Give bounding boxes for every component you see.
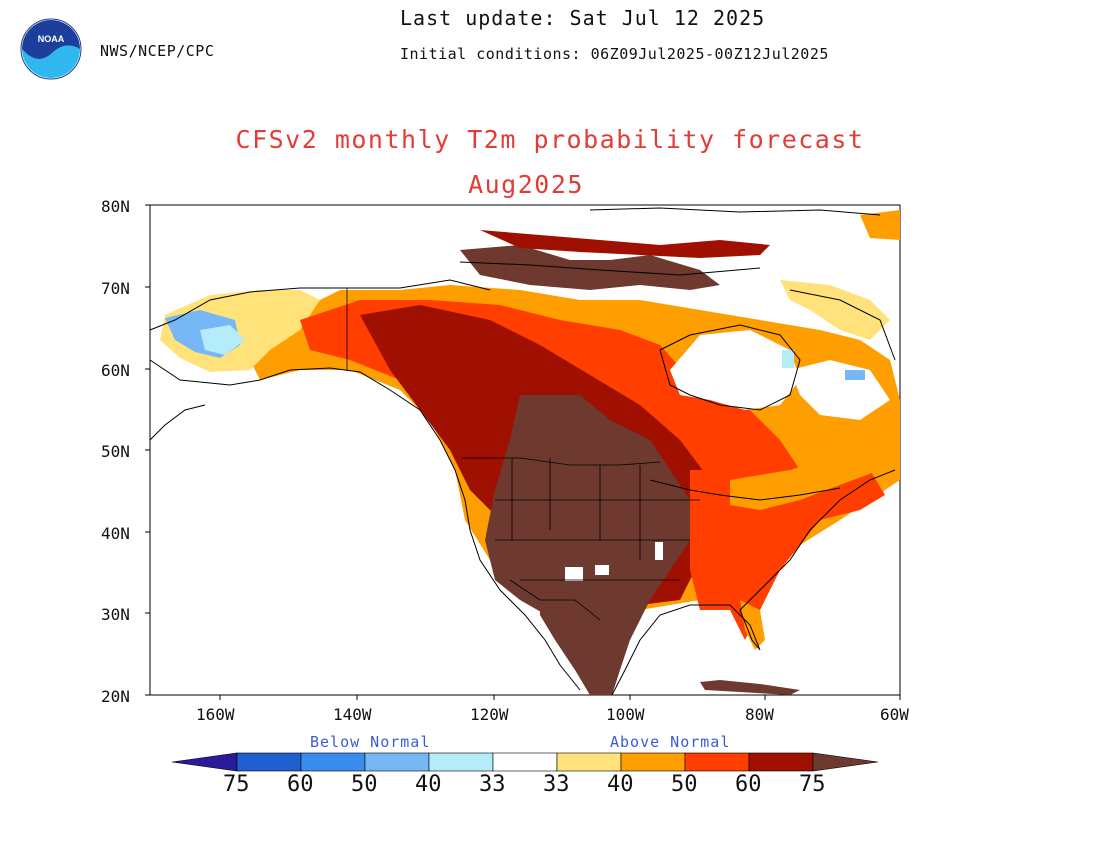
legend-below-normal-label: Below Normal bbox=[310, 733, 431, 751]
lon-label-80w: 80W bbox=[745, 705, 774, 724]
below-33-region-alaska bbox=[200, 325, 245, 355]
noaa-logo-text: NOAA bbox=[38, 34, 65, 44]
near-normal-patch-south bbox=[655, 542, 663, 560]
below-33-patch-labrador bbox=[782, 350, 794, 368]
forecast-map bbox=[145, 204, 901, 700]
legend-swatch-below-33 bbox=[428, 752, 494, 772]
near-normal-patch-sw-1 bbox=[565, 567, 583, 581]
legend-tick-50-above: 50 bbox=[671, 772, 698, 797]
above-max-region bbox=[485, 395, 690, 695]
legend-tick-75-above: 75 bbox=[799, 772, 826, 797]
lat-label-50n: 50N bbox=[101, 442, 130, 461]
legend-swatch-below-50 bbox=[300, 752, 366, 772]
above-max-cuba bbox=[700, 680, 800, 695]
axis-ticks bbox=[145, 204, 901, 700]
lat-label-70n: 70N bbox=[101, 279, 130, 298]
legend-swatch-below-75 bbox=[171, 752, 238, 772]
legend-swatch-below-40 bbox=[364, 752, 430, 772]
legend-tick-60-below: 60 bbox=[287, 772, 314, 797]
legend-tick-40-above: 40 bbox=[607, 772, 634, 797]
legend-swatch-above-33 bbox=[556, 752, 622, 772]
lon-label-100w: 100W bbox=[606, 705, 645, 724]
legend-swatch-above-75 bbox=[812, 752, 879, 772]
last-update: Last update: Sat Jul 12 2025 bbox=[400, 6, 766, 30]
above-60-region-east bbox=[690, 470, 885, 640]
lat-label-20n: 20N bbox=[101, 687, 130, 706]
above-max-mexico bbox=[540, 590, 615, 695]
below-40-patch-labrador bbox=[845, 370, 865, 380]
probability-shading bbox=[160, 210, 900, 695]
legend-swatch-above-60 bbox=[748, 752, 814, 772]
above-50-region-florida bbox=[740, 600, 765, 650]
legend-tick-33-above: 33 bbox=[543, 772, 570, 797]
legend-tick-40-below: 40 bbox=[415, 772, 442, 797]
legend-swatch-near-normal bbox=[492, 752, 558, 772]
lon-label-140w: 140W bbox=[333, 705, 372, 724]
hudson-bay bbox=[670, 330, 800, 410]
above-75-arctic bbox=[480, 230, 770, 258]
initial-conditions: Initial conditions: 06Z09Jul2025-00Z12Ju… bbox=[400, 45, 829, 63]
above-50-greenland-edge bbox=[780, 280, 890, 340]
legend-tick-60-above: 60 bbox=[735, 772, 762, 797]
political-borders bbox=[346, 288, 700, 621]
legend-swatch-below-60 bbox=[236, 752, 302, 772]
legend-colorbar bbox=[171, 752, 879, 772]
lat-label-60n: 60N bbox=[101, 361, 130, 380]
lon-label-120w: 120W bbox=[470, 705, 509, 724]
agency-label: NWS/NCEP/CPC bbox=[100, 42, 215, 60]
legend-tick-50-below: 50 bbox=[351, 772, 378, 797]
legend-tick-75-below: 75 bbox=[223, 772, 250, 797]
lat-label-80n: 80N bbox=[101, 197, 130, 216]
lat-label-40n: 40N bbox=[101, 524, 130, 543]
above-max-arctic bbox=[460, 245, 720, 290]
lat-label-30n: 30N bbox=[101, 605, 130, 624]
legend-above-normal-label: Above Normal bbox=[610, 733, 731, 751]
above-50-region-east bbox=[730, 450, 880, 510]
map-subtitle: Aug2025 bbox=[468, 170, 584, 199]
noaa-logo: NOAA bbox=[20, 18, 82, 80]
above-50-arctic-east bbox=[860, 210, 900, 240]
lon-label-60w: 60W bbox=[880, 705, 909, 724]
legend-swatch-above-40 bbox=[620, 752, 686, 772]
lon-label-160w: 160W bbox=[196, 705, 235, 724]
coastlines bbox=[149, 207, 896, 696]
legend-swatch-above-50 bbox=[684, 752, 750, 772]
map-title: CFSv2 monthly T2m probability forecast bbox=[235, 125, 865, 154]
near-normal-patch-sw-2 bbox=[595, 565, 609, 575]
legend-tick-33-below: 33 bbox=[479, 772, 506, 797]
